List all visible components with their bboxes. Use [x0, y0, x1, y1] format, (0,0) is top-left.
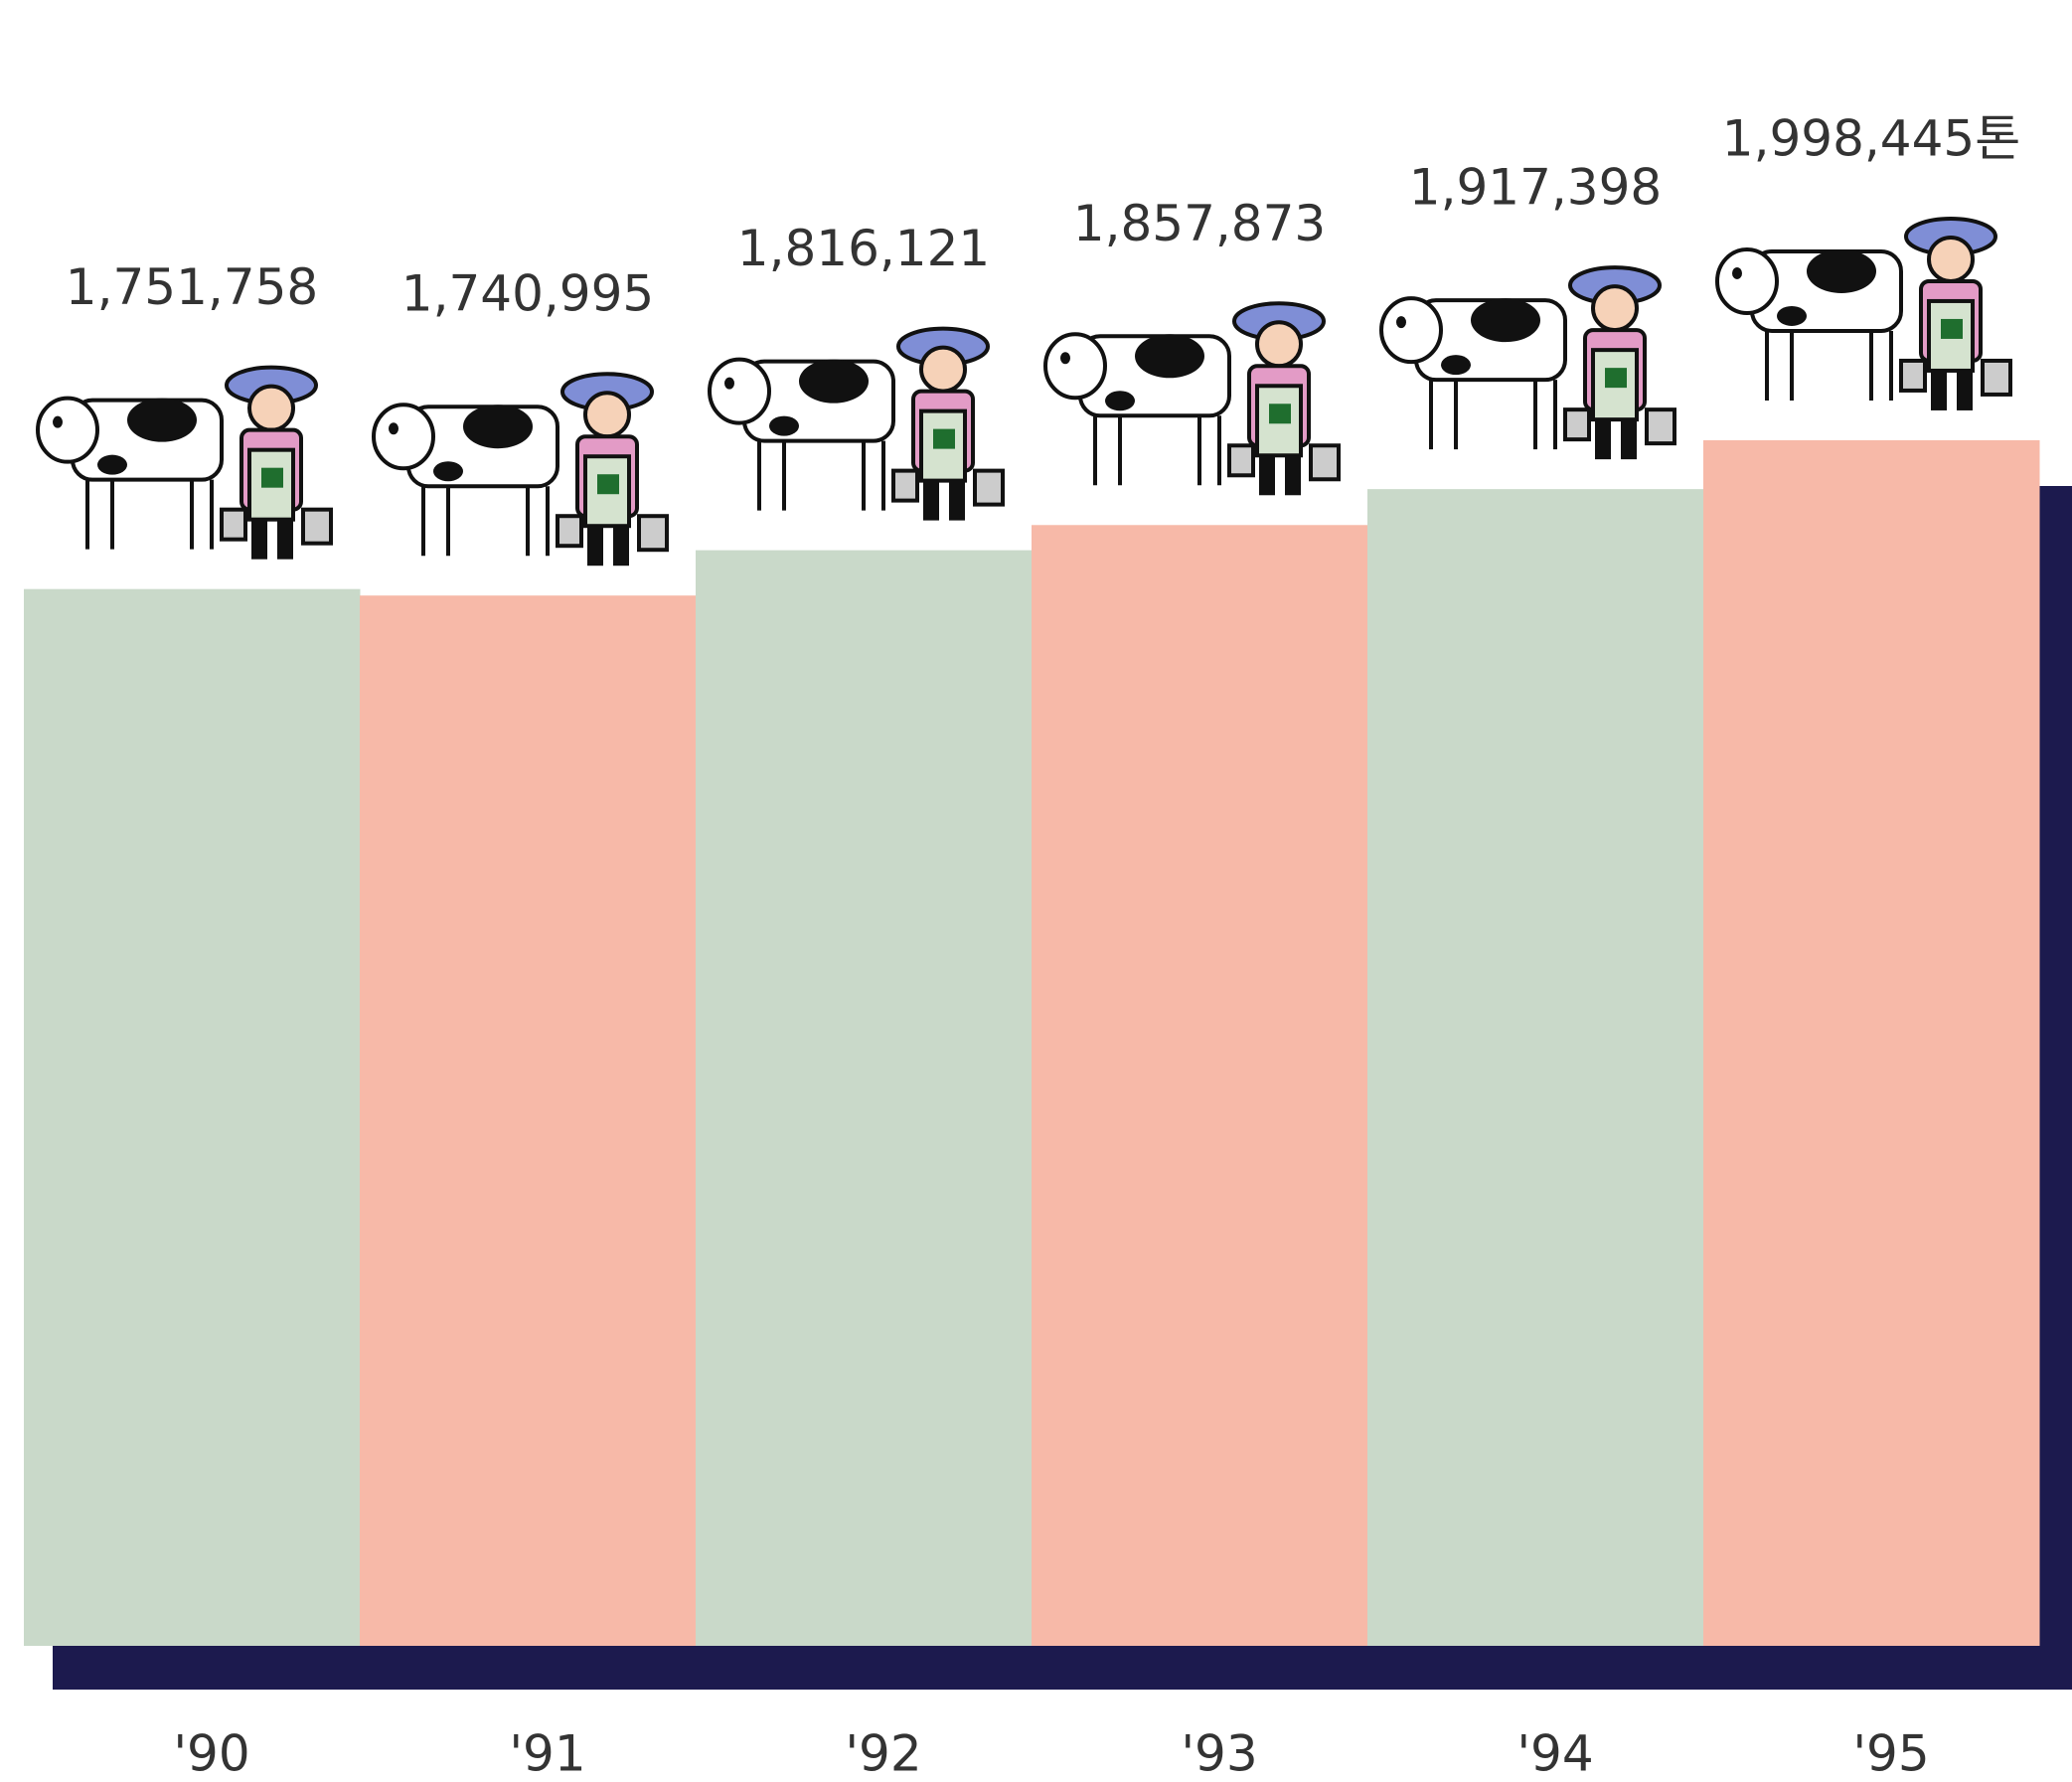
value-label: 1,917,398 — [1409, 159, 1662, 217]
value-label: 1,998,445톤 — [1722, 109, 2020, 167]
bucket — [301, 507, 333, 546]
pocket — [1269, 404, 1291, 424]
illustration — [1379, 265, 1676, 460]
x-tick-label: '94 — [1516, 1725, 1593, 1782]
bucket — [1981, 358, 2012, 397]
value-label: 1,740,995 — [401, 265, 654, 323]
boot — [1595, 419, 1611, 460]
illustration — [36, 365, 333, 560]
face — [1591, 284, 1639, 333]
boot — [1621, 419, 1637, 460]
pocket — [933, 428, 955, 449]
bar — [1367, 489, 1704, 1646]
cow-spot — [127, 398, 197, 442]
bucket — [1309, 443, 1341, 482]
x-tick-label: '95 — [1852, 1725, 1929, 1782]
boot — [1285, 455, 1301, 496]
x-tick-label: '93 — [1181, 1725, 1257, 1782]
value-label: 1,857,873 — [1073, 195, 1326, 252]
bucket — [220, 507, 247, 542]
cow-spot — [433, 461, 463, 482]
pocket — [1605, 368, 1627, 389]
pocket — [597, 474, 619, 495]
boot — [587, 526, 603, 567]
illustration — [708, 326, 1005, 521]
bucket — [556, 514, 583, 549]
cow-eye — [724, 377, 734, 390]
base-bar — [53, 1646, 2072, 1690]
bucket — [1227, 443, 1255, 478]
bucket — [1899, 358, 1927, 393]
bucket — [1563, 407, 1591, 442]
pocket — [261, 467, 283, 488]
cow-spot — [1105, 391, 1135, 411]
boot — [1957, 370, 1973, 410]
face — [1927, 235, 1975, 283]
bar — [696, 550, 1033, 1647]
bucket — [637, 514, 669, 553]
cow-eye — [1396, 316, 1406, 329]
face — [247, 384, 295, 432]
cow-head — [708, 357, 771, 425]
illustration — [1043, 301, 1341, 496]
cow-spot — [463, 405, 533, 449]
cow-spot — [769, 415, 799, 436]
cow-head — [36, 396, 99, 464]
cow-eye — [389, 422, 398, 435]
apron — [583, 454, 631, 529]
bucket — [1645, 407, 1676, 446]
x-tick-label: '92 — [845, 1725, 921, 1782]
cow-eye — [1060, 352, 1070, 365]
cow-eye — [1732, 266, 1742, 279]
boot — [949, 480, 965, 521]
bar — [1032, 525, 1368, 1646]
boot — [251, 519, 267, 560]
boot — [277, 519, 293, 560]
bar — [24, 588, 361, 1647]
cow-spot — [1441, 355, 1471, 376]
x-tick-label: '91 — [509, 1725, 585, 1782]
boot — [1259, 455, 1275, 496]
cow-spot — [97, 454, 127, 475]
bar — [360, 595, 697, 1646]
boot — [1931, 370, 1947, 410]
illustration — [372, 372, 669, 567]
value-label: 1,751,758 — [66, 258, 318, 316]
cow-head — [1379, 296, 1443, 365]
cow-spot — [1135, 334, 1204, 379]
bar — [1703, 439, 2040, 1647]
cow-head — [372, 403, 435, 471]
cow-spot — [1777, 305, 1807, 326]
cow-head — [1715, 246, 1779, 315]
x-tick-label: '90 — [173, 1725, 249, 1782]
cow-spot — [1807, 248, 1876, 293]
boot — [923, 480, 939, 521]
bucket — [891, 468, 919, 503]
face — [919, 345, 967, 394]
pocket — [1941, 318, 1963, 339]
bucket — [973, 468, 1005, 507]
face — [583, 391, 631, 439]
value-label: 1,816,121 — [737, 220, 990, 277]
cow-spot — [799, 359, 869, 404]
face — [1255, 320, 1303, 369]
shadow-side — [2039, 486, 2072, 1690]
cow-eye — [53, 415, 63, 428]
illustration — [1715, 216, 2012, 410]
boot — [613, 526, 629, 567]
cow-spot — [1471, 298, 1540, 343]
cow-head — [1043, 332, 1107, 401]
